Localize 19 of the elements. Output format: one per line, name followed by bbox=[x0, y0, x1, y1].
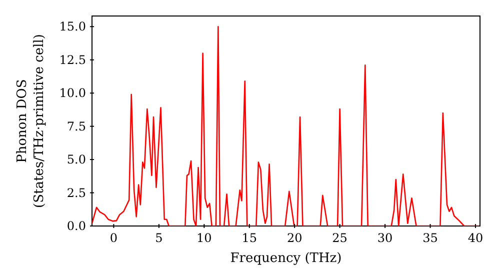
y-axis-title: Phonon DOS (States/THz·primitive cell) bbox=[15, 34, 47, 208]
y-tick-label: 15.0 bbox=[59, 20, 86, 34]
y-tick-label: 7.5 bbox=[66, 119, 86, 134]
x-tick-label: 35 bbox=[422, 231, 438, 245]
x-tick-label: 0 bbox=[110, 231, 118, 245]
x-tick-label: 15 bbox=[242, 231, 258, 245]
y-tick-label: 12.5 bbox=[59, 52, 86, 67]
y-tick-label: 2.5 bbox=[66, 186, 86, 200]
x-tick-label: 30 bbox=[377, 231, 393, 245]
x-tick-label: 5 bbox=[155, 231, 163, 245]
x-axis-title: Frequency (THz) bbox=[230, 251, 342, 266]
y-tick-label: 0.0 bbox=[66, 219, 86, 233]
x-tick-label: 10 bbox=[196, 231, 212, 245]
line-series bbox=[92, 26, 480, 226]
y-tick-label: 10.0 bbox=[59, 86, 86, 100]
y-tick-label: 5.0 bbox=[66, 152, 86, 167]
x-tick-label: 25 bbox=[332, 231, 348, 245]
x-tick-label: 40 bbox=[468, 231, 484, 245]
x-tick-label: 20 bbox=[286, 231, 302, 245]
